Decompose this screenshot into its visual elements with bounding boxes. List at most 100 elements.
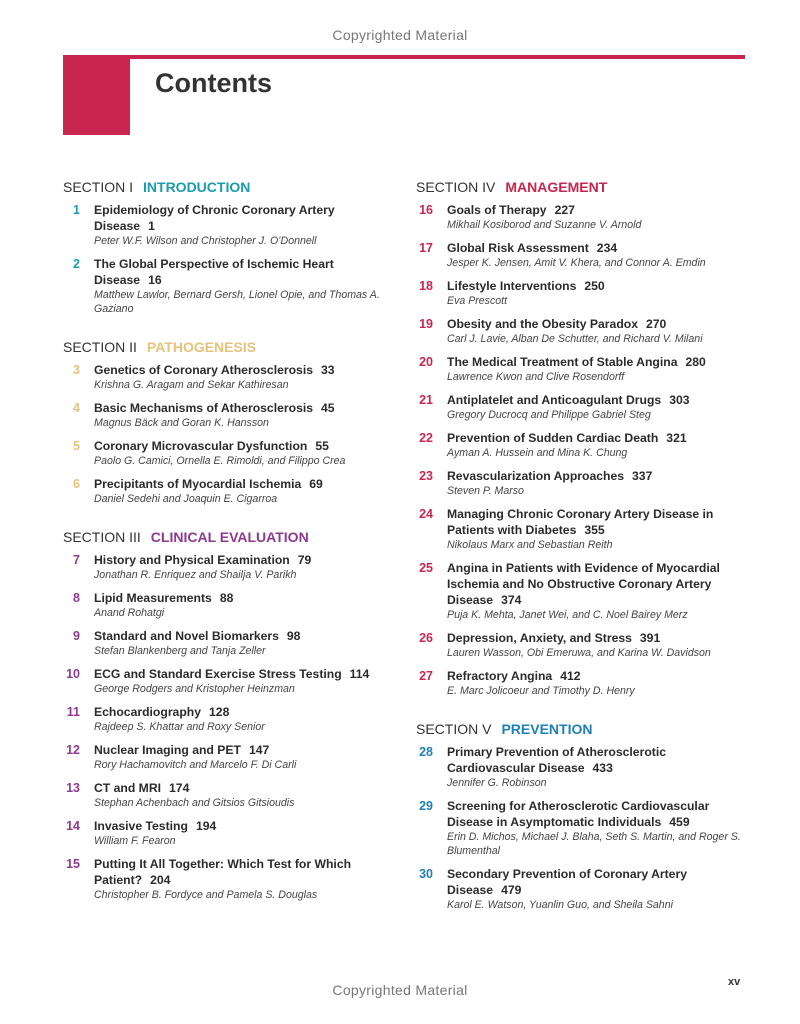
chapter-number: 6: [73, 477, 80, 491]
chapter-number: 1: [73, 203, 80, 217]
chapter-authors: Matthew Lawlor, Bernard Gersh, Lionel Op…: [94, 289, 380, 315]
chapter-title[interactable]: Lipid Measurements 88: [94, 590, 388, 606]
chapter-title[interactable]: Primary Prevention of Atherosclerotic Ca…: [447, 744, 756, 776]
chapter-title[interactable]: Goals of Therapy 227: [447, 202, 756, 218]
toc-entry[interactable]: 3 Genetics of Coronary Atherosclerosis 33 K…: [63, 362, 388, 392]
toc-entry[interactable]: 7 History and Physical Examination 79 Jonat…: [63, 552, 388, 582]
toc-entry[interactable]: 2 The Global Perspective of Ischemic Hear…: [63, 256, 388, 316]
toc-entry[interactable]: 1 Epidemiology of Chronic Coronary Artery…: [63, 202, 388, 248]
chapter-authors: Jonathan R. Enriquez and Shailja V. Pari…: [94, 569, 297, 581]
chapter-page: 1: [148, 219, 155, 233]
toc-entry[interactable]: 25 Angina in Patients with Evidence of My…: [416, 560, 756, 622]
toc-entry[interactable]: 21 Antiplatelet and Anticoagulant Drugs 30…: [416, 392, 756, 422]
chapter-title[interactable]: Basic Mechanisms of Atherosclerosis 45: [94, 400, 388, 416]
toc-entry[interactable]: 6 Precipitants of Myocardial Ischemia 69 Da…: [63, 476, 388, 506]
chapter-title[interactable]: Invasive Testing 194: [94, 818, 388, 834]
toc-entry[interactable]: 13 CT and MRI 174 Stephan Achenbach and Git…: [63, 780, 388, 810]
chapter-body: Lipid Measurements 88 Anand Rohatgi: [94, 590, 388, 620]
section-name: PREVENTION: [501, 721, 593, 737]
toc-entry[interactable]: 14 Invasive Testing 194 William F. Fearon: [63, 818, 388, 848]
toc-entry[interactable]: 8 Lipid Measurements 88 Anand Rohatgi: [63, 590, 388, 620]
chapter-title[interactable]: Depression, Anxiety, and Stress 391: [447, 630, 756, 646]
chapter-title-text: Depression, Anxiety, and Stress: [447, 631, 632, 645]
toc-column-right: SECTION IV MANAGEMENT 16 Goals of Therapy 22…: [416, 178, 756, 920]
chapter-page: 433: [592, 761, 613, 775]
chapter-title[interactable]: The Medical Treatment of Stable Angina 28…: [447, 354, 756, 370]
toc-entry[interactable]: 9 Standard and Novel Biomarkers 98 Stefan B…: [63, 628, 388, 658]
toc-entry[interactable]: 16 Goals of Therapy 227 Mikhail Kosiborod a…: [416, 202, 756, 232]
toc-entry[interactable]: 18 Lifestyle Interventions 250 Eva Prescott: [416, 278, 756, 308]
chapter-authors: Magnus Bäck and Goran K. Hansson: [94, 417, 269, 429]
chapter-title[interactable]: Angina in Patients with Evidence of Myoc…: [447, 560, 756, 608]
chapter-title[interactable]: Global Risk Assessment 234: [447, 240, 756, 256]
chapter-title[interactable]: Refractory Angina 412: [447, 668, 756, 684]
chapter-title[interactable]: Coronary Microvascular Dysfunction 55: [94, 438, 388, 454]
chapter-number: 22: [419, 431, 433, 445]
toc-entry[interactable]: 24 Managing Chronic Coronary Artery Disea…: [416, 506, 756, 552]
chapter-number: 17: [419, 241, 433, 255]
toc-entry[interactable]: 27 Refractory Angina 412 E. Marc Jolicoeur …: [416, 668, 756, 698]
chapter-body: Depression, Anxiety, and Stress 391 Lauren…: [447, 630, 756, 660]
toc-entry[interactable]: 26 Depression, Anxiety, and Stress 391 Laur…: [416, 630, 756, 660]
chapter-authors: Mikhail Kosiborod and Suzanne V. Arnold: [447, 219, 642, 231]
chapter-title[interactable]: Genetics of Coronary Atherosclerosis 33: [94, 362, 388, 378]
chapter-authors: Peter W.F. Wilson and Christopher J. O’D…: [94, 235, 317, 247]
chapter-authors: Ayman A. Hussein and Mina K. Chung: [447, 447, 628, 459]
toc-entry[interactable]: 23 Revascularization Approaches 337 Steven …: [416, 468, 756, 498]
chapter-title-text: Lipid Measurements: [94, 591, 212, 605]
toc-entry[interactable]: 11 Echocardiography 128 Rajdeep S. Khattar …: [63, 704, 388, 734]
chapter-title[interactable]: Putting It All Together: Which Test for …: [94, 856, 388, 888]
chapter-body: Echocardiography 128 Rajdeep S. Khattar an…: [94, 704, 388, 734]
chapter-page: 280: [685, 355, 706, 369]
chapter-title[interactable]: Epidemiology of Chronic Coronary Artery …: [94, 202, 388, 234]
chapter-title[interactable]: Obesity and the Obesity Paradox 270: [447, 316, 756, 332]
section-label: SECTION I: [63, 179, 134, 195]
chapter-title[interactable]: Standard and Novel Biomarkers 98: [94, 628, 388, 644]
toc-entry[interactable]: 28 Primary Prevention of Atherosclerotic …: [416, 744, 756, 790]
chapter-body: Putting It All Together: Which Test for …: [94, 856, 388, 902]
toc-entry[interactable]: 19 Obesity and the Obesity Paradox 270 Carl…: [416, 316, 756, 346]
toc-entry[interactable]: 20 The Medical Treatment of Stable Angina…: [416, 354, 756, 384]
toc-entry[interactable]: 30 Secondary Prevention of Coronary Arter…: [416, 866, 756, 912]
chapter-body: Coronary Microvascular Dysfunction 55 Paol…: [94, 438, 388, 468]
chapter-title[interactable]: CT and MRI 174: [94, 780, 388, 796]
toc-entry[interactable]: 17 Global Risk Assessment 234 Jesper K. Jen…: [416, 240, 756, 270]
chapter-title[interactable]: Screening for Atherosclerotic Cardiovasc…: [447, 798, 756, 830]
chapter-title[interactable]: The Global Perspective of Ischemic Heart…: [94, 256, 388, 288]
chapter-number: 14: [66, 819, 80, 833]
chapter-body: Prevention of Sudden Cardiac Death 321 Aym…: [447, 430, 756, 460]
chapter-number: 18: [419, 279, 433, 293]
chapter-number: 27: [419, 669, 433, 683]
toc-entry[interactable]: 29 Screening for Atherosclerotic Cardiova…: [416, 798, 756, 858]
chapter-title-text: The Medical Treatment of Stable Angina: [447, 355, 678, 369]
chapter-title[interactable]: Secondary Prevention of Coronary Artery …: [447, 866, 756, 898]
toc-entry[interactable]: 22 Prevention of Sudden Cardiac Death 321 A…: [416, 430, 756, 460]
chapter-title[interactable]: Prevention of Sudden Cardiac Death 321: [447, 430, 756, 446]
chapter-title[interactable]: Lifestyle Interventions 250: [447, 278, 756, 294]
chapter-number: 21: [419, 393, 433, 407]
chapter-body: Secondary Prevention of Coronary Artery …: [447, 866, 756, 912]
toc-column-left: SECTION I INTRODUCTION 1 Epidemiology of Ch…: [63, 178, 388, 910]
chapter-title-text: Screening for Atherosclerotic Cardiovasc…: [447, 799, 710, 829]
chapter-title[interactable]: Precipitants of Myocardial Ischemia 69: [94, 476, 388, 492]
chapter-title[interactable]: Revascularization Approaches 337: [447, 468, 756, 484]
chapter-title[interactable]: Echocardiography 128: [94, 704, 388, 720]
chapter-body: History and Physical Examination 79 Jonath…: [94, 552, 388, 582]
chapter-title-text: Global Risk Assessment: [447, 241, 589, 255]
chapter-title-text: Putting It All Together: Which Test for …: [94, 857, 352, 887]
chapter-title[interactable]: History and Physical Examination 79: [94, 552, 388, 568]
chapter-body: Screening for Atherosclerotic Cardiovasc…: [447, 798, 756, 858]
toc-entry[interactable]: 4 Basic Mechanisms of Atherosclerosis 45 Ma…: [63, 400, 388, 430]
toc-entry[interactable]: 5 Coronary Microvascular Dysfunction 55 Pao…: [63, 438, 388, 468]
chapter-authors: Lawrence Kwon and Clive Rosendorff: [447, 371, 625, 383]
chapter-title[interactable]: Nuclear Imaging and PET 147: [94, 742, 388, 758]
chapter-title-text: Prevention of Sudden Cardiac Death: [447, 431, 659, 445]
chapter-body: Angina in Patients with Evidence of Myoc…: [447, 560, 756, 622]
toc-entry[interactable]: 10 ECG and Standard Exercise Stress Testi…: [63, 666, 388, 696]
chapter-page: 55: [315, 439, 329, 453]
chapter-title[interactable]: Antiplatelet and Anticoagulant Drugs 303: [447, 392, 756, 408]
toc-entry[interactable]: 15 Putting It All Together: Which Test fo…: [63, 856, 388, 902]
toc-entry[interactable]: 12 Nuclear Imaging and PET 147 Rory Hachamo…: [63, 742, 388, 772]
chapter-title[interactable]: ECG and Standard Exercise Stress Testing…: [94, 666, 388, 682]
chapter-title[interactable]: Managing Chronic Coronary Artery Disease…: [447, 506, 756, 538]
